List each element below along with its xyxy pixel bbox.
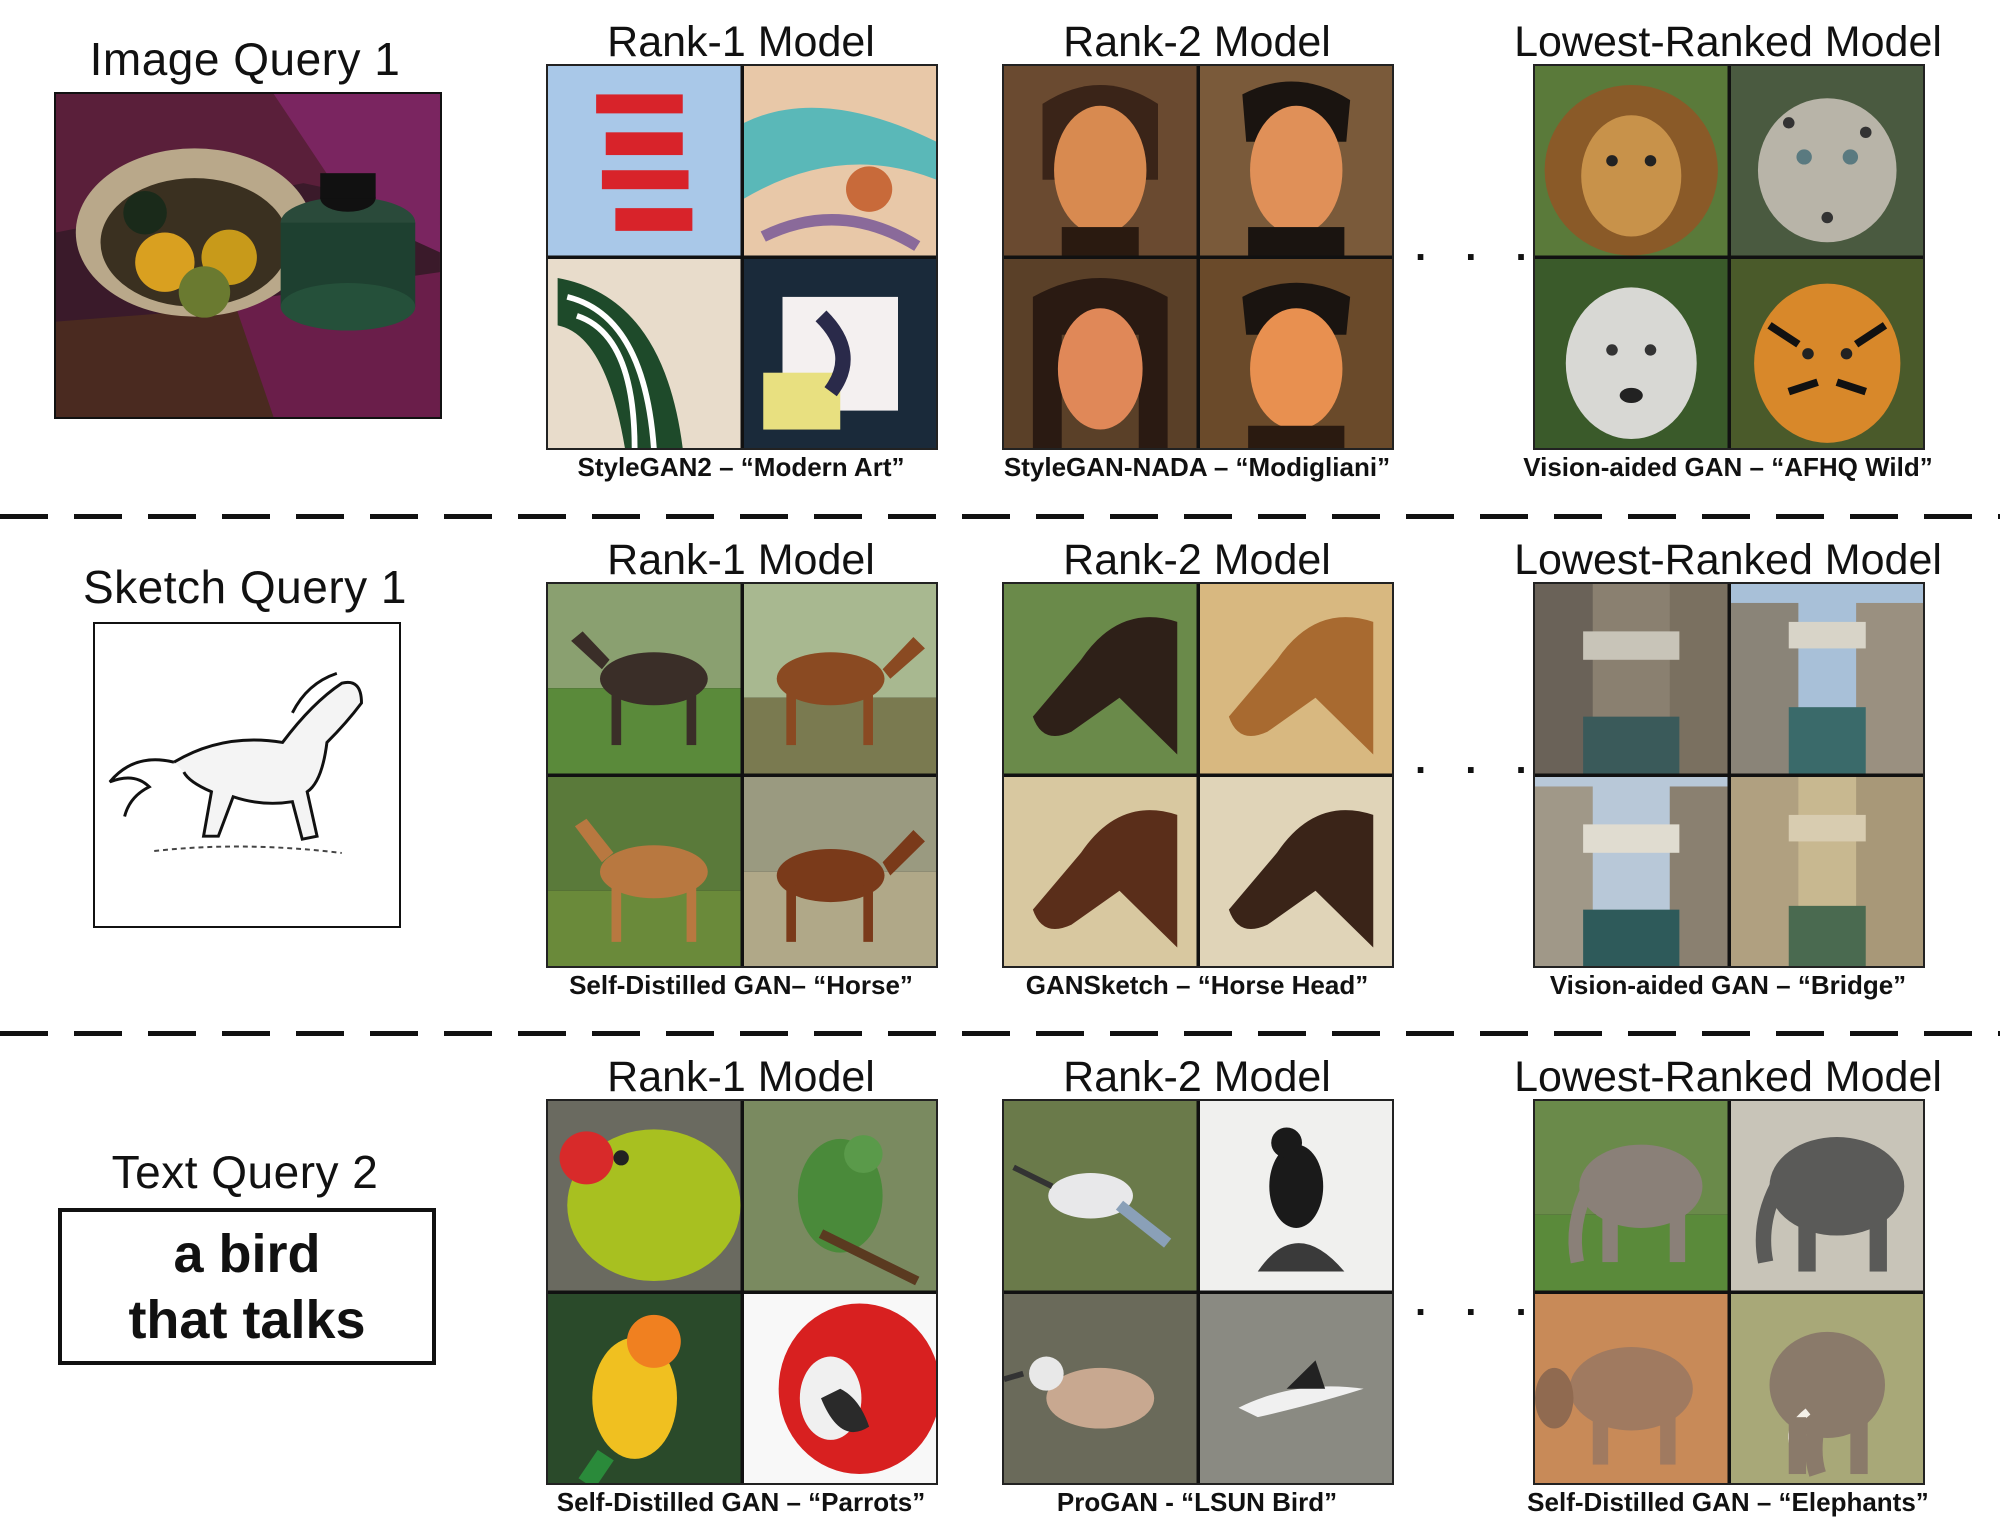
ellipsis: . . .	[1415, 225, 1541, 269]
sample-image	[743, 66, 936, 256]
sample-image	[1730, 584, 1923, 774]
sample-grid	[1002, 1099, 1394, 1485]
model-caption: GANSketch – “Horse Head”	[1025, 970, 1369, 1000]
sample-image	[1535, 258, 1728, 448]
query-text: a bird that talks	[128, 1221, 365, 1353]
image-query-row: Image Query 1 Rank-1 Model	[0, 0, 2000, 500]
model-title: Rank-2 Model	[1063, 1053, 1331, 1101]
query-title: Sketch Query 1	[82, 561, 408, 613]
sample-image	[548, 1101, 741, 1291]
sample-image	[1199, 776, 1392, 966]
model-caption: Vision-aided GAN – “Bridge”	[1549, 970, 1907, 1000]
sample-image	[1004, 1293, 1197, 1483]
sample-image	[1730, 66, 1923, 256]
sample-image	[743, 258, 936, 448]
sample-image	[1535, 66, 1728, 256]
query-title: Image Query 1	[89, 33, 401, 85]
sample-image	[1535, 584, 1728, 774]
sample-grid	[546, 1099, 938, 1485]
sample-image	[1004, 258, 1197, 448]
sample-image	[548, 584, 741, 774]
query-text-box: a bird that talks	[58, 1208, 436, 1365]
model-title: Rank-1 Model	[607, 536, 875, 584]
sample-grid	[546, 582, 938, 968]
sample-image	[743, 1293, 936, 1483]
sample-image	[1535, 776, 1728, 966]
sample-grid	[1002, 64, 1394, 450]
sample-image	[1535, 1101, 1728, 1291]
query-painting-image	[54, 92, 442, 419]
sample-image	[1199, 258, 1392, 448]
query-title: Text Query 2	[111, 1146, 379, 1198]
query-text-line: a bird	[173, 1223, 321, 1284]
sample-grid	[1002, 582, 1394, 968]
model-caption: Self-Distilled GAN – “Elephants”	[1527, 1487, 1929, 1517]
sample-image	[743, 584, 936, 774]
query-sketch-image	[93, 622, 401, 928]
sample-image	[548, 1293, 741, 1483]
model-title: Rank-2 Model	[1063, 18, 1331, 66]
sample-image	[548, 66, 741, 256]
sample-image	[1730, 1293, 1923, 1483]
model-caption: Self-Distilled GAN– “Horse”	[569, 970, 913, 1000]
model-caption: Vision-aided GAN – “AFHQ Wild”	[1523, 452, 1933, 482]
text-query-row: Text Query 2 a bird that talks Rank-1 Mod…	[0, 1035, 2000, 1535]
sample-image	[1535, 1293, 1728, 1483]
sample-grid	[1533, 64, 1925, 450]
sample-image	[1730, 776, 1923, 966]
sketch-query-row: Sketch Query 1 Rank-1 Model Self-Distill…	[0, 518, 2000, 1018]
ellipsis: . . .	[1415, 738, 1541, 782]
sample-image	[1004, 776, 1197, 966]
sample-image	[743, 776, 936, 966]
sample-image	[1199, 1101, 1392, 1291]
sample-image	[1199, 66, 1392, 256]
model-title: Rank-1 Model	[607, 18, 875, 66]
sample-image	[1730, 258, 1923, 448]
sample-grid	[1533, 1099, 1925, 1485]
sample-image	[743, 1101, 936, 1291]
sample-image	[1730, 1101, 1923, 1291]
query-text-line: that talks	[128, 1289, 366, 1350]
sample-image	[548, 776, 741, 966]
sample-image	[1199, 1293, 1392, 1483]
model-caption: StyleGAN2 – “Modern Art”	[577, 452, 905, 482]
dashed-divider	[0, 514, 2000, 519]
sample-grid	[1533, 582, 1925, 968]
model-caption: StyleGAN-NADA – “Modigliani”	[1003, 452, 1391, 482]
sample-image	[1199, 584, 1392, 774]
model-caption: ProGAN - “LSUN Bird”	[1056, 1487, 1338, 1517]
model-title: Rank-2 Model	[1063, 536, 1331, 584]
sample-grid	[546, 64, 938, 450]
sample-image	[1004, 66, 1197, 256]
dashed-divider	[0, 1031, 2000, 1036]
sample-image	[548, 258, 741, 448]
model-title: Lowest-Ranked Model	[1514, 536, 1942, 584]
sample-image	[1004, 584, 1197, 774]
sample-image	[1004, 1101, 1197, 1291]
model-title: Rank-1 Model	[607, 1053, 875, 1101]
model-title: Lowest-Ranked Model	[1514, 1053, 1942, 1101]
model-title: Lowest-Ranked Model	[1514, 18, 1942, 66]
ellipsis: . . .	[1415, 1280, 1541, 1324]
model-caption: Self-Distilled GAN – “Parrots”	[556, 1487, 926, 1517]
